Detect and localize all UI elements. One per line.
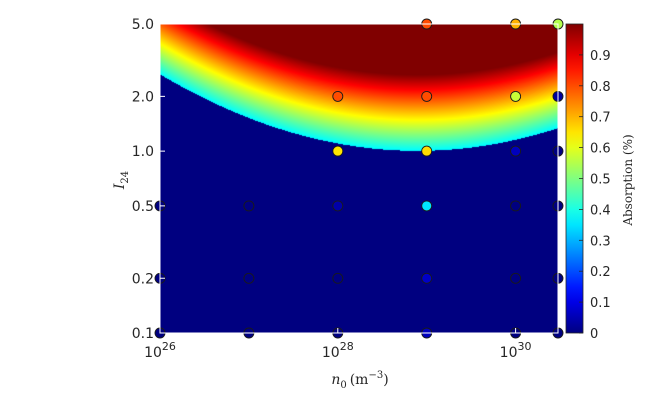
colorbar-tick-label: 0.5 xyxy=(590,173,611,188)
absorption-field xyxy=(160,24,558,333)
data-point xyxy=(243,200,255,212)
data-point xyxy=(332,90,344,102)
x-tick-label: 1028 xyxy=(322,340,354,361)
x-tick-label: 1026 xyxy=(144,340,176,361)
data-point xyxy=(332,272,344,284)
data-point xyxy=(421,200,433,212)
colorbar-tick-label: 0.2 xyxy=(590,265,611,280)
data-point xyxy=(510,145,522,157)
y-tick-label: 1.0 xyxy=(132,144,154,160)
x-axis-label: n0 (m−3) xyxy=(331,370,388,391)
data-point xyxy=(421,90,433,102)
y-tick-label: 0.5 xyxy=(132,199,154,215)
colorbar-tick-label: 0.4 xyxy=(590,203,611,218)
y-axis-ticks: 0.1 0.2 0.5 1.0 2.0 5.0 xyxy=(132,17,165,342)
colorbar-tick-label: 0 xyxy=(590,327,598,342)
data-point xyxy=(421,272,433,284)
y-tick-label: 0.2 xyxy=(132,271,154,287)
colorbar-tick-label: 0.1 xyxy=(590,296,611,311)
y-axis-label: I24 xyxy=(112,171,131,190)
x-axis-ticks: 1026 1028 1030 xyxy=(144,328,531,361)
data-point xyxy=(510,200,522,212)
colorbar-tick-label: 0.6 xyxy=(590,142,611,157)
data-point xyxy=(332,145,344,157)
colorbar-tick-label: 0.9 xyxy=(590,49,611,64)
data-point xyxy=(332,200,344,212)
colorbar-label: Absorption (%) xyxy=(621,134,635,226)
data-point xyxy=(243,272,255,284)
x-tick-label: 1030 xyxy=(500,340,532,361)
plot-frame xyxy=(159,23,559,334)
data-point xyxy=(421,145,433,157)
colorbar-tick-label: 0.3 xyxy=(590,234,611,249)
y-tick-label: 0.1 xyxy=(132,326,154,342)
data-point xyxy=(510,272,522,284)
y-tick-label: 5.0 xyxy=(132,17,154,33)
colorbar-ticks: 0 0.1 0.2 0.3 0.4 0.5 0.6 0.7 0.8 0.9 xyxy=(579,49,611,342)
data-point xyxy=(510,90,522,102)
y-tick-label: 2.0 xyxy=(132,89,154,105)
colorbar-tick-label: 0.7 xyxy=(590,111,611,126)
colorbar-tick-label: 0.8 xyxy=(590,80,611,95)
